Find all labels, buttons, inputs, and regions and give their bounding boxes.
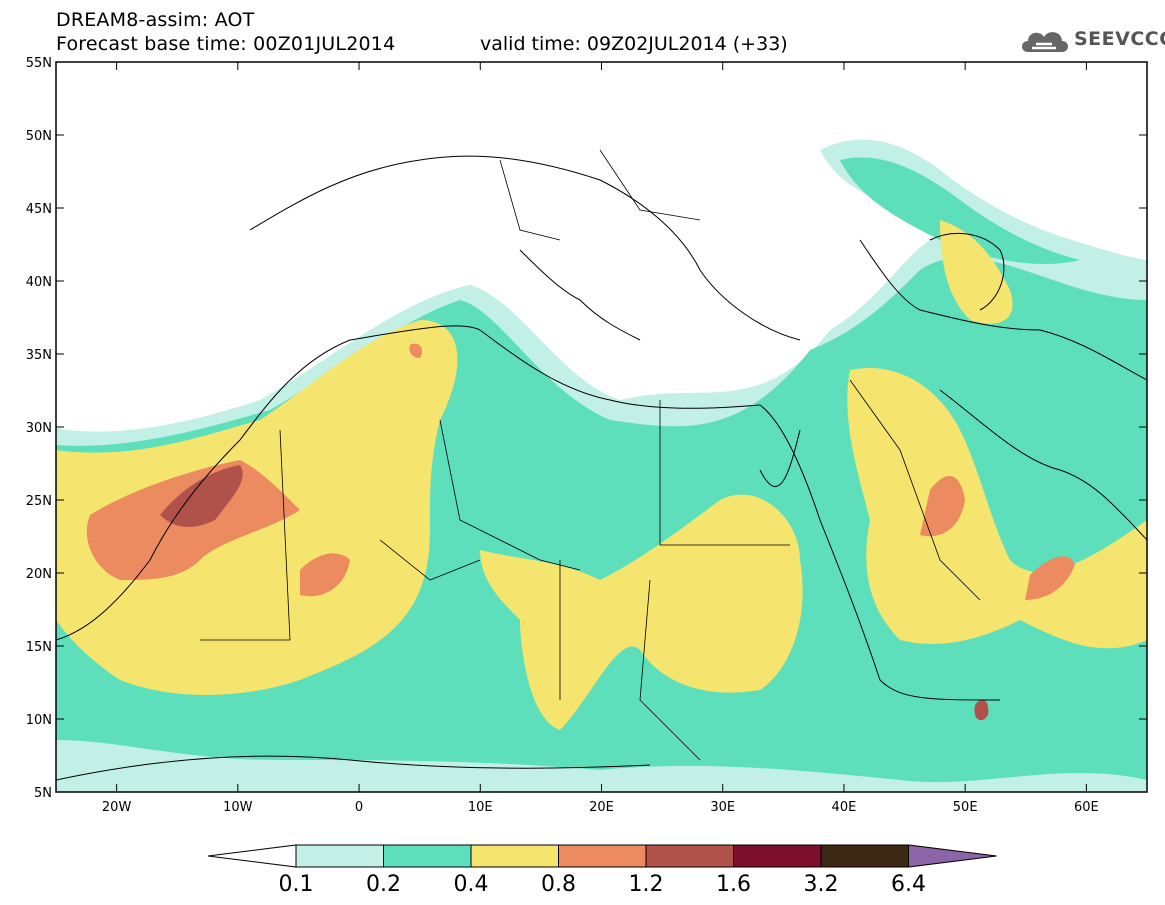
colorbar-label: 0.1 <box>278 872 314 897</box>
lon-tick-label: 20W <box>102 800 132 815</box>
lon-tick-label: 10W <box>223 800 253 815</box>
colorbar-segment <box>733 844 822 868</box>
lon-tick-label: 60E <box>1074 800 1099 815</box>
lon-tick-label: 40E <box>832 800 857 815</box>
colorbar-label: 1.6 <box>716 872 751 897</box>
colorbar-segment <box>383 844 472 868</box>
cloud-icon <box>1022 32 1068 52</box>
lon-tick-label: 20E <box>589 800 614 815</box>
seevccc-logo: SEEVCCC <box>1018 24 1165 58</box>
valid-time: valid time: 09Z02JUL2014 (+33) <box>480 33 788 55</box>
lat-tick-label: 5N <box>34 786 52 801</box>
lat-tick-label: 20N <box>26 567 52 582</box>
colorbar <box>207 844 997 868</box>
lat-tick-label: 35N <box>26 348 52 363</box>
colorbar-segment <box>558 844 647 868</box>
lon-tick-label: 0 <box>355 800 363 815</box>
lat-tick-label: 45N <box>26 202 52 217</box>
colorbar-label: 0.4 <box>453 872 489 897</box>
axis-ticks: 20W 10W 0 10E 20E 30E 40E 50E 60E 5N 10N 15N 20N 25N 3… <box>26 56 1147 815</box>
colorbar-label: 6.4 <box>891 872 926 897</box>
forecast-base-time: Forecast base time: 00Z01JUL2014 <box>56 33 396 55</box>
logo-text: SEEVCCC <box>1074 28 1165 50</box>
colorbar-label: 0.8 <box>541 872 576 897</box>
colorbar-segment <box>820 844 909 868</box>
borders <box>200 149 981 761</box>
lat-tick-label: 30N <box>26 421 52 436</box>
lon-tick-label: 50E <box>953 800 978 815</box>
colorbar-extend-high <box>908 844 997 868</box>
lat-tick-label: 25N <box>26 494 52 509</box>
coastlines <box>56 155 1147 781</box>
map-title: DREAM8-assim: AOT <box>56 9 255 31</box>
lat-tick-label: 40N <box>26 275 52 290</box>
colorbar-label: 0.2 <box>366 872 401 897</box>
lat-tick-label: 50N <box>26 129 52 144</box>
lat-tick-label: 10N <box>26 713 52 728</box>
lat-tick-label: 15N <box>26 640 52 655</box>
colorbar-label: 1.2 <box>628 872 664 897</box>
colorbar-segment <box>645 844 734 868</box>
lat-tick-label: 55N <box>26 56 52 71</box>
colorbar-segment <box>470 844 559 868</box>
lon-tick-label: 10E <box>468 800 493 815</box>
colorbar-segment <box>295 844 384 868</box>
colorbar-label: 3.2 <box>803 872 839 897</box>
aot-field-1.2 <box>160 465 989 721</box>
colorbar-extend-low <box>207 844 297 868</box>
lon-tick-label: 30E <box>710 800 735 815</box>
